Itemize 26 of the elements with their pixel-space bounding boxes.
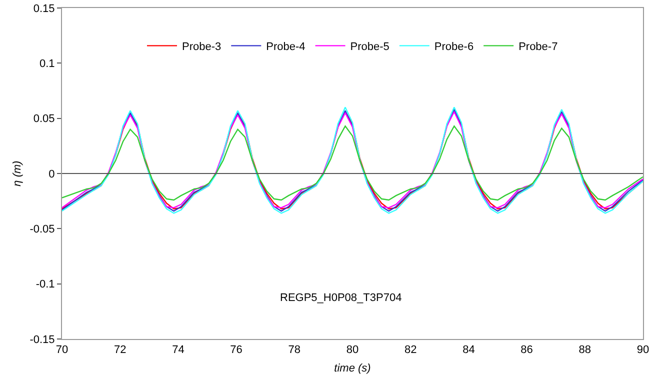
y-tick-label: 0 — [48, 168, 55, 180]
x-tick-label: 72 — [114, 344, 126, 356]
x-tick-label: 70 — [56, 344, 68, 356]
x-tick-label: 90 — [636, 344, 650, 356]
legend-label: Probe-3 — [182, 40, 222, 53]
legend-label: Probe-5 — [350, 40, 390, 53]
legend-label: Probe-6 — [434, 40, 474, 53]
y-tick-label: 0.05 — [33, 113, 55, 126]
legend-label: Probe-7 — [518, 40, 558, 53]
y-tick-label: -0.1 — [36, 278, 55, 291]
x-tick-label: 76 — [230, 344, 242, 356]
y-tick-label: -0.15 — [30, 334, 55, 346]
x-tick-label: 78 — [288, 344, 301, 356]
y-tick-label: 0.15 — [33, 2, 55, 15]
x-tick-label: 86 — [520, 344, 533, 356]
y-tick-label: 0.1 — [40, 58, 55, 70]
x-tick-label: 74 — [172, 344, 184, 356]
x-tick-label: 84 — [462, 344, 475, 356]
y-axis-title: η (m) — [11, 160, 24, 186]
x-tick-label: 88 — [578, 344, 592, 356]
legend-label: Probe-4 — [266, 40, 306, 53]
x-tick-label: 80 — [346, 344, 359, 356]
x-tick-label: 82 — [404, 344, 417, 356]
y-tick-label: -0.05 — [30, 224, 55, 236]
annotation: REGP5_H0P08_T3P704 — [280, 292, 402, 304]
x-axis-title: time (s) — [334, 362, 372, 374]
